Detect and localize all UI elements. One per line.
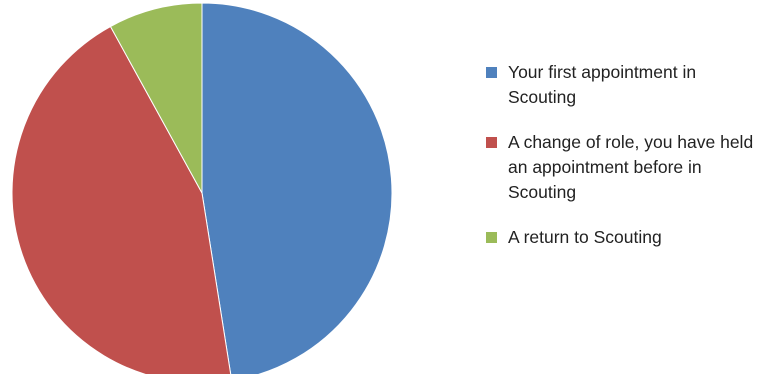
legend-item-change-of-role: A change of role, you have held an appoi… <box>486 130 758 205</box>
legend-label-return-to-scouting: A return to Scouting <box>508 227 662 247</box>
legend-swatch-return-to-scouting <box>486 232 497 243</box>
legend-label-first-appointment: Your first appointment in Scouting <box>508 62 697 107</box>
legend-label-change-of-role: A change of role, you have held an appoi… <box>508 132 754 202</box>
pie-slice-first-appointment <box>201 2 393 374</box>
legend-swatch-change-of-role <box>486 137 497 148</box>
legend-item-first-appointment: Your first appointment in Scouting <box>486 60 758 110</box>
chart-legend: Your first appointment in Scouting A cha… <box>486 60 758 270</box>
pie-slice-return-to-scouting <box>109 2 203 194</box>
pie-slice-change-of-role <box>11 25 232 374</box>
legend-swatch-first-appointment <box>486 67 497 78</box>
legend-item-return-to-scouting: A return to Scouting <box>486 225 758 250</box>
